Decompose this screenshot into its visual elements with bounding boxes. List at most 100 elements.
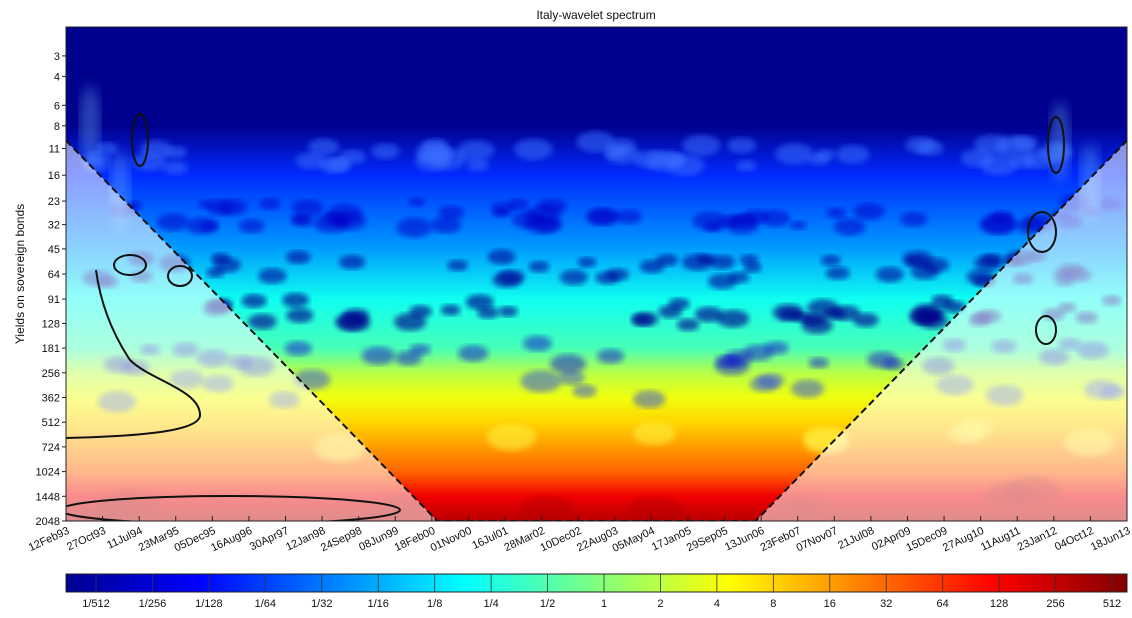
power-blob [749, 376, 779, 393]
power-blob [694, 306, 724, 323]
power-blob [394, 313, 427, 331]
y-tick-label: 512 [42, 417, 60, 429]
power-blob [731, 213, 758, 228]
power-blob [558, 370, 585, 386]
colorbar-tick-label: 1/256 [139, 598, 167, 610]
power-blob [520, 495, 574, 521]
y-tick-label: 45 [48, 244, 60, 256]
power-blob [577, 257, 597, 268]
y-tick-label: 11 [49, 143, 60, 155]
power-blob [808, 357, 829, 369]
power-blob [597, 348, 625, 364]
power-blob [282, 292, 310, 308]
x-tick-label: 27Oct93 [65, 525, 108, 553]
power-blob [457, 140, 495, 161]
cone-of-influence-line [66, 139, 1127, 521]
x-tick-label: 12Feb93 [27, 525, 71, 554]
power-blob [743, 262, 762, 273]
power-blob [295, 152, 327, 170]
colorbar-tick-label: 1/512 [82, 598, 110, 610]
power-blob [286, 250, 311, 264]
power-blob [615, 209, 642, 224]
power-blob [440, 304, 461, 316]
power-blob [709, 255, 736, 270]
power-blob [716, 354, 739, 368]
y-tick-label: 8 [54, 121, 60, 133]
power-blob [361, 346, 395, 365]
x-tick-label: 04Oct12 [1053, 525, 1096, 553]
power-blob [717, 309, 750, 328]
power-blob [832, 305, 861, 321]
colorbar-tick-label: 1/64 [255, 598, 276, 610]
power-blob [980, 154, 1018, 176]
power-blob [258, 268, 287, 284]
power-blob [238, 218, 265, 234]
x-tick-label: 10Dec02 [538, 525, 583, 554]
power-blob [95, 142, 118, 155]
power-blob [465, 294, 494, 310]
y-tick-label: 91 [48, 294, 60, 306]
y-tick-label: 64 [48, 269, 60, 281]
power-blob [825, 266, 850, 280]
power-blob [1010, 154, 1036, 169]
colorbar-tick-label: 64 [937, 598, 949, 610]
power-blob [313, 213, 349, 233]
y-tick-label: 2048 [36, 516, 60, 528]
power-blob [668, 297, 690, 310]
y-tick-label: 1024 [36, 467, 60, 479]
colorbar-ticks: 1/512 1/256 1/128 1/64 1/32 1/16 1/8 1/4 1/2 1 2 4 8… [82, 574, 1121, 610]
x-tick-label: 21Jul08 [836, 525, 876, 552]
power-blob [430, 216, 462, 234]
power-blob [550, 354, 586, 374]
power-blob [789, 220, 807, 230]
significance-contour [66, 495, 401, 521]
x-tick-label: 05Dec95 [173, 525, 218, 554]
y-tick-label: 256 [42, 368, 60, 380]
power-blob [342, 308, 370, 323]
power-blob [775, 143, 814, 165]
power-blob [396, 217, 433, 238]
colorbar-tick-label: 2 [657, 598, 663, 610]
power-blob [682, 134, 721, 156]
y-tick-label: 128 [42, 318, 60, 330]
power-blob [867, 351, 898, 369]
significance-contour [113, 254, 147, 276]
significance-contour [131, 113, 149, 167]
power-blob [814, 149, 836, 161]
power-blob [910, 264, 940, 280]
power-blob [791, 379, 825, 398]
power-blob [639, 259, 665, 274]
power-blob [606, 145, 640, 165]
power-blob [660, 152, 686, 167]
x-tick-label: 13Jun06 [723, 525, 766, 554]
power-blob [835, 145, 870, 164]
power-blob [520, 370, 562, 393]
power-blob [326, 157, 352, 172]
power-blob [779, 308, 801, 321]
y-tick-label: 16 [48, 170, 60, 182]
x-tick-label: 11Aug11 [979, 525, 1023, 554]
power-blob [703, 221, 724, 233]
power-blob [438, 205, 465, 220]
coi-boundary-line [66, 139, 1127, 521]
y-axis-label: Yields on sovereign bonds [13, 204, 27, 344]
power-blob [572, 384, 597, 398]
heatmap-area [66, 27, 1127, 521]
power-blob [307, 138, 340, 156]
power-blob [259, 198, 281, 211]
power-blob [633, 421, 676, 445]
x-tick-label: 29Sep05 [685, 525, 730, 554]
x-tick-label: 08Jun99 [357, 525, 400, 554]
y-tick-label: 4 [54, 71, 60, 83]
power-blob [241, 294, 267, 308]
power-blob [80, 85, 100, 166]
power-blob [736, 160, 757, 172]
power-blob [900, 211, 928, 227]
colorbar-tick-label: 128 [990, 598, 1008, 610]
colorbar-tick-label: 1/8 [427, 598, 442, 610]
power-blob [486, 423, 536, 451]
colorbar-tick-label: 32 [880, 598, 892, 610]
power-blob [206, 199, 235, 216]
power-blob [759, 210, 791, 227]
